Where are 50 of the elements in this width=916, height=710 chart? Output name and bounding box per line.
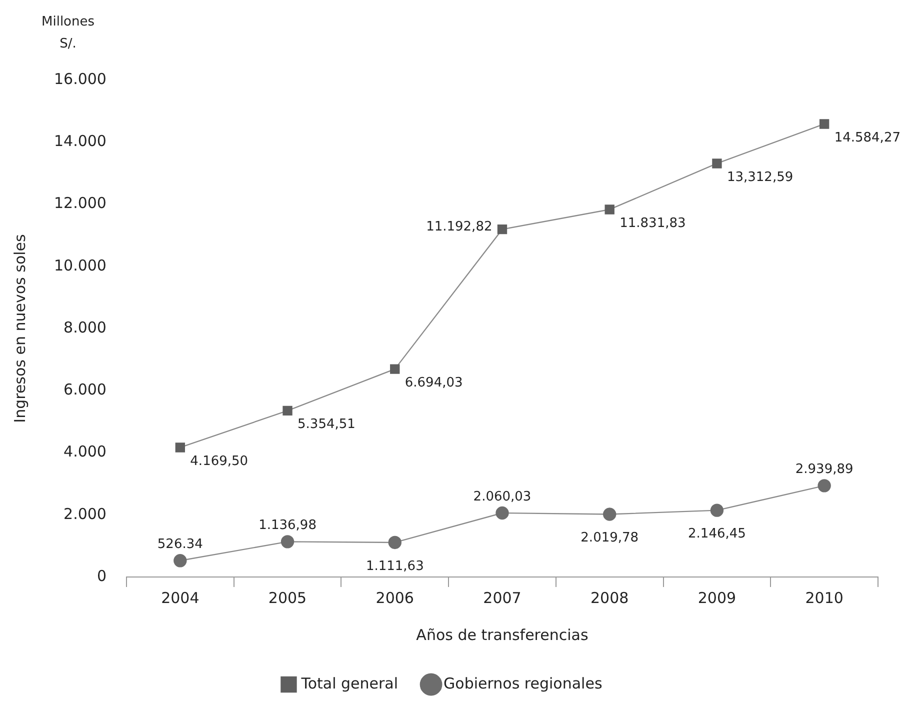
y-tick-label: 0 bbox=[96, 566, 106, 585]
data-label: 2.939,89 bbox=[795, 462, 854, 478]
data-label: 13,312,59 bbox=[726, 170, 794, 185]
x-tick-label: 2005 bbox=[268, 588, 307, 607]
y-tick-label: 14.000 bbox=[54, 132, 106, 150]
point bbox=[280, 535, 294, 548]
y-tick-label: 12.000 bbox=[54, 194, 106, 212]
legend-label: Gobiernos regionales bbox=[444, 674, 602, 692]
point bbox=[174, 554, 187, 568]
point bbox=[390, 364, 400, 374]
text: Millones bbox=[41, 14, 95, 30]
point bbox=[710, 504, 724, 517]
x-tick-label: 2006 bbox=[376, 588, 414, 607]
point bbox=[712, 158, 722, 168]
data-label: 2.146,45 bbox=[688, 526, 746, 542]
data-label: 1.111,63 bbox=[366, 558, 424, 574]
point bbox=[388, 536, 402, 550]
y-axis-title: Ingresos en nuevos soles bbox=[10, 234, 29, 423]
point bbox=[282, 406, 292, 416]
x-tick-label: 2010 bbox=[805, 588, 844, 607]
y-tick-label: 2.000 bbox=[64, 504, 106, 523]
point bbox=[603, 508, 616, 521]
data-label: 11.192,82 bbox=[426, 220, 492, 235]
data-label: 5.354,51 bbox=[298, 417, 356, 432]
legend-label: Total general bbox=[300, 674, 398, 692]
data-label: 4.169,50 bbox=[190, 454, 248, 469]
y-tick-label: 8.000 bbox=[64, 318, 106, 336]
x-tick-label: 2004 bbox=[161, 588, 200, 607]
point bbox=[175, 442, 186, 452]
y-tick-label: 10.000 bbox=[54, 256, 106, 274]
text: S/. bbox=[60, 36, 76, 52]
data-label: 526.34 bbox=[157, 537, 203, 552]
data-label: 14.584,27 bbox=[834, 130, 900, 146]
point bbox=[497, 224, 508, 234]
point bbox=[818, 479, 831, 492]
y-tick-label: 16.000 bbox=[54, 70, 106, 88]
data-label: 1.136,98 bbox=[258, 518, 316, 534]
data-label: 2.019,78 bbox=[580, 530, 639, 546]
y-tick-label: 6.000 bbox=[64, 380, 106, 399]
y-tick-label: 4.000 bbox=[64, 442, 106, 461]
data-label: 6.694,03 bbox=[404, 375, 463, 390]
x-axis-title: Años de transferencias bbox=[416, 626, 588, 644]
data-label: 11.831,83 bbox=[620, 216, 686, 231]
point bbox=[819, 119, 830, 129]
x-tick-label: 2008 bbox=[590, 588, 629, 607]
point bbox=[496, 506, 509, 520]
x-tick-label: 2007 bbox=[483, 588, 522, 607]
data-label: 2.060,03 bbox=[473, 489, 532, 504]
x-tick-label: 2009 bbox=[698, 588, 736, 607]
point bbox=[604, 204, 614, 214]
